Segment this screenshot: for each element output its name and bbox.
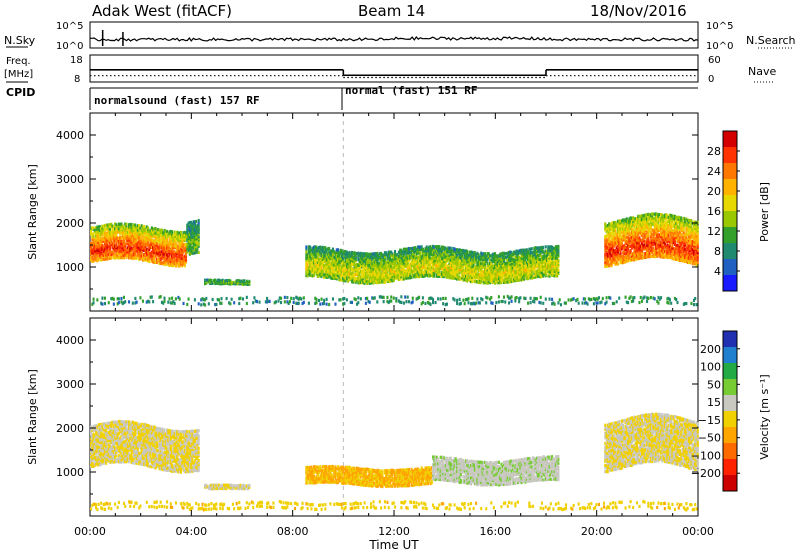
- data-cell: [185, 258, 187, 261]
- data-cell: [198, 219, 200, 222]
- data-cell: [542, 246, 544, 249]
- data-cell: [450, 247, 452, 250]
- freq-label-1: Freq.: [6, 56, 31, 67]
- freq-tick-top: 18: [70, 55, 83, 66]
- data-cell: [195, 220, 197, 223]
- radar-title: Adak West (fitACF): [92, 2, 232, 20]
- data-cell: [337, 248, 339, 251]
- data-cell: [248, 280, 250, 283]
- data-cell: [531, 247, 533, 250]
- data-cell: [305, 245, 307, 248]
- cpid-segment-2-label: normal (fast) 151 RF: [345, 84, 477, 97]
- data-cell: [198, 251, 200, 254]
- data-cell: [433, 275, 435, 278]
- data-cell: [466, 250, 468, 253]
- sky-panel-frame: [90, 22, 698, 48]
- freq-trace: [90, 70, 698, 78]
- data-cell: [617, 262, 619, 265]
- cpid-strip: normalsound (fast) 157 RF normal (fast) …: [90, 84, 698, 110]
- data-cell: [557, 269, 559, 272]
- date-title: 18/Nov/2016: [590, 2, 687, 20]
- sky-noise-line: [90, 37, 698, 41]
- nave-tick-bottom: 0: [708, 74, 714, 85]
- cpid-segment-1-label: normalsound (fast) 157 RF: [94, 94, 260, 107]
- data-cell: [147, 226, 149, 229]
- nave-label: Nave: [748, 65, 776, 78]
- data-cell: [394, 250, 396, 253]
- data-cell: [171, 230, 173, 233]
- sky-left-tick-bottom: 10^0: [56, 41, 83, 52]
- data-cell: [109, 247, 111, 250]
- sky-right-tick-top: 10^5: [706, 21, 733, 32]
- data-region-3: [204, 278, 250, 286]
- freq-panel-frame: [90, 55, 698, 82]
- freq-tick-bottom: 8: [74, 74, 80, 85]
- sky-left-tick-top: 10^5: [56, 21, 83, 32]
- data-cell: [557, 245, 559, 248]
- data-cell: [210, 279, 212, 282]
- cpid-label: CPID: [6, 86, 35, 99]
- sky-right-label: N.Search: [746, 34, 796, 47]
- sky-trace: [90, 30, 698, 46]
- data-cell: [143, 225, 145, 228]
- sky-right-tick-bottom: 10^0: [706, 41, 733, 52]
- data-cell: [557, 259, 559, 262]
- data-cell: [125, 223, 127, 226]
- data-cell: [545, 245, 547, 248]
- data-cell: [419, 251, 421, 254]
- freq-label-2: [MHz]: [4, 69, 33, 80]
- data-cell: [243, 279, 245, 282]
- nave-tick-top: 60: [708, 55, 721, 66]
- data-cell: [309, 246, 311, 249]
- data-region-2: [186, 219, 199, 256]
- beam-title: Beam 14: [358, 2, 425, 20]
- sky-left-label: N.Sky: [4, 34, 36, 47]
